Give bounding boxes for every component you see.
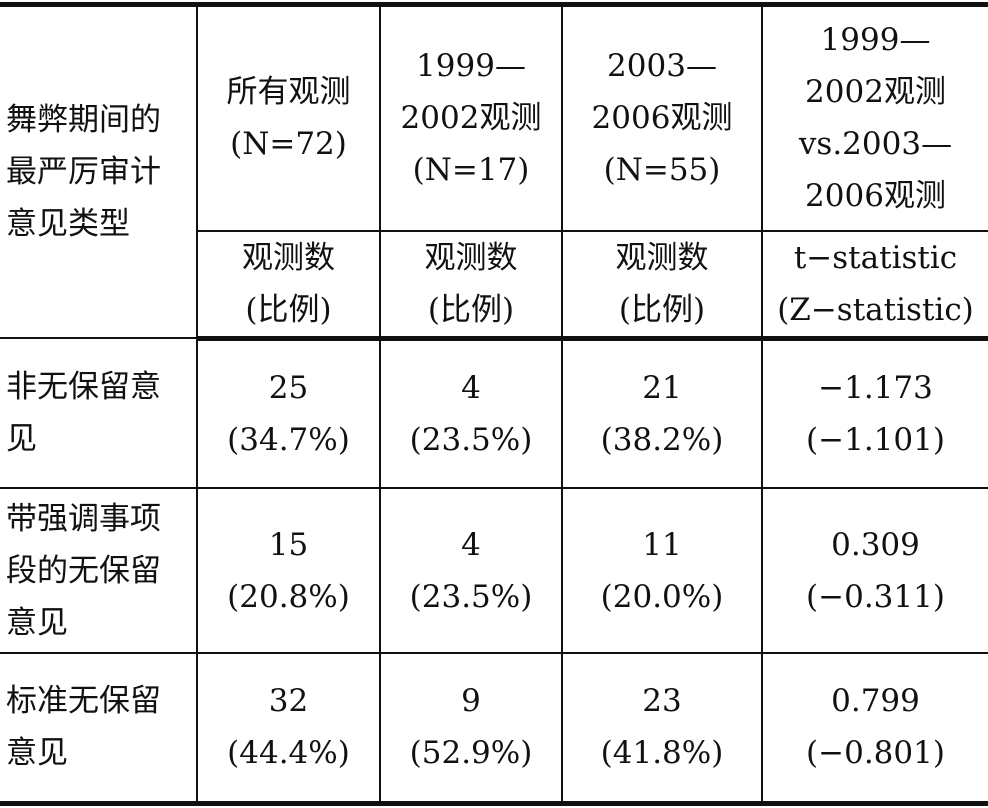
cell-line: 见 [6,421,37,457]
data-cell: 11 (20.0%) [561,487,763,654]
cell-line: 所有观测 [226,74,351,111]
cell-line: 0.309 [831,526,920,563]
cell-line: (N=72) [230,126,347,163]
cell-line: (−0.311) [806,578,945,615]
cell-line: 意见 [6,735,68,772]
subheader: 观测数 (比例) [197,229,381,341]
cell-line: (−0.801) [806,735,945,772]
cell-line: (34.7%) [227,421,350,458]
cell-line: (23.5%) [409,421,533,458]
cell-line: (20.0%) [600,578,724,615]
cell-line: 舞弊期间的 [6,102,161,138]
cell-line: 2003— [607,48,717,85]
data-cell: 4 (23.5%) [379,337,563,489]
cell-line: 意见 [6,604,68,641]
cell-line: 2006观测 [591,100,733,137]
cell-line: 9 [461,683,481,720]
cell-line: 观测数 [424,239,518,276]
data-cell: 9 (52.9%) [379,652,563,806]
data-cell: 0.799 (−0.801) [761,652,988,806]
subheader: 观测数 (比例) [561,229,763,341]
cell-line: (23.5%) [409,578,533,615]
data-cell: 23 (41.8%) [561,652,763,806]
cell-line: (44.4%) [227,735,350,772]
cell-line: 23 [642,683,682,720]
column-header: 所有观测 (N=72) [196,2,381,232]
cell-line: (−1.101) [806,421,945,458]
cell-line: 4 [461,526,481,563]
data-cell: 25 (34.7%) [196,337,381,489]
cell-line: (38.2%) [600,421,724,458]
cell-line: 带强调事项 [6,500,161,537]
cell-line: 25 [268,369,309,406]
cell-line: 1999— [820,22,931,59]
cell-line: (52.9%) [409,735,533,772]
data-cell: 21 (38.2%) [561,337,763,489]
cell-line: (Z−statistic) [777,291,974,328]
cell-line: (20.8%) [227,578,350,615]
cell-line: 最严厉审计 [6,154,161,190]
header-row: 舞弊期间的 最严厉审计 意见类型 所有观测 (N=72) 1999— 2002观测 (N=17… [0,2,988,339]
subheader-row: 观测数 (比例) 观测数 (比例) 观测数 (比例) t−statistic (Z−stati… [0,229,988,341]
row-label: 非无保留意见 [0,337,198,489]
cell-line: t−statistic [793,239,958,276]
cell-line: (比例) [245,291,332,328]
cell-line: (N=55) [603,152,721,189]
cell-line: 1999— [416,48,526,85]
row-label: 带强调事项段的无保留意见 [0,487,198,654]
row-label: 标准无保留 意见 [0,652,198,806]
cell-line: 意见类型 [6,206,130,242]
column-header: 2003— 2006观测 (N=55) [561,2,763,232]
cell-line: (41.8%) [600,735,724,772]
cell-line: vs.2003— [798,126,953,163]
data-row: 带强调事项段的无保留意见 15 (20.8%) 4 (23.5%) 11 (20.0%) 0.… [0,487,988,654]
subheader: t−statistic (Z−statistic) [761,229,988,341]
column-header: 1999— 2002观测 vs.2003— 2006观测 [761,2,988,232]
cell-line: 32 [268,683,309,720]
column-header: 1999— 2002观测 (N=17) [379,2,563,232]
cell-line: (N=17) [412,152,530,189]
cell-line: 段的无保留 [6,552,161,589]
cell-line: (比例) [427,291,515,328]
cell-line: −1.173 [818,369,933,406]
cell-line: 11 [642,526,682,563]
corner-cell: 舞弊期间的最严厉审计意见类型 [0,2,198,339]
data-cell: 15 (20.8%) [196,487,381,654]
cell-line: 观测数 [615,239,709,276]
cell-line: 2002观测 [400,100,542,137]
data-cell: 4 (23.5%) [379,487,563,654]
cell-line: 4 [461,369,481,406]
cell-line: 15 [268,526,309,563]
cell-line: (比例) [618,291,706,328]
cell-line: 观测数 [242,239,335,276]
data-cell: 0.309 (−0.311) [761,487,988,654]
cell-line: 非无保留意 [6,369,161,405]
cell-line: 标准无保留 [6,683,161,720]
cell-line: 2002观测 [805,74,946,111]
data-row: 标准无保留意见 32 (44.4%) 9 (52.9%) 23 (41.8%) 0.799 (−… [0,652,988,806]
data-row: 非无保留意见 25 (34.7%) 4 (23.5%) 21 (38.2%) −1.173 (−… [0,337,988,489]
cell-line: 2006观测 [805,178,946,215]
data-cell: 32 (44.4%) [196,652,381,806]
cell-line: 21 [642,369,682,406]
data-cell: −1.173 (−1.101) [761,337,988,489]
cell-line: 0.799 [831,683,920,720]
subheader: 观测数 (比例) [379,229,563,341]
